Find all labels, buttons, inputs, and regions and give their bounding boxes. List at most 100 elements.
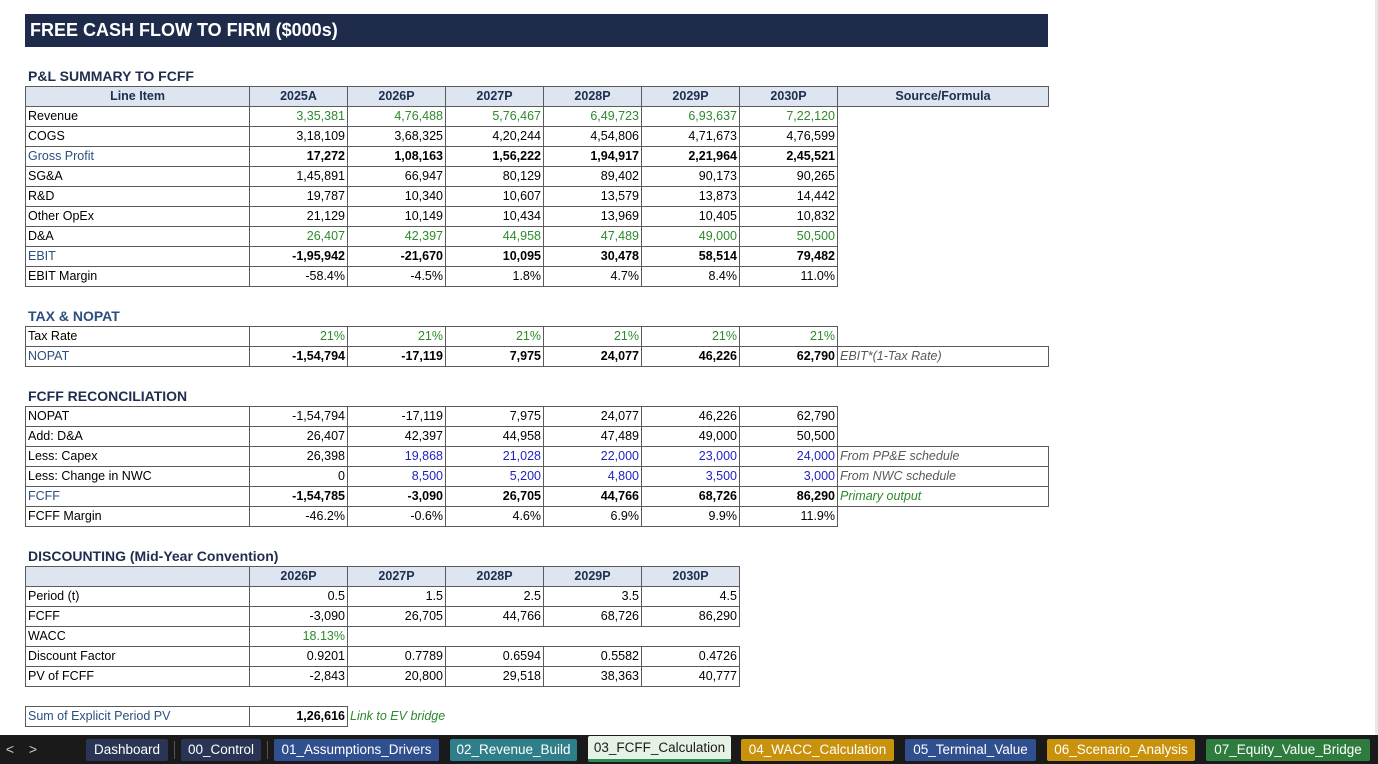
column-header[interactable]: 2030P (641, 566, 740, 587)
row-label[interactable]: Tax Rate (25, 326, 250, 347)
table-cell[interactable]: 89,402 (543, 166, 642, 187)
row-label[interactable]: EBIT (25, 246, 250, 267)
column-header[interactable]: 2027P (347, 566, 446, 587)
table-cell[interactable]: 2,45,521 (739, 146, 838, 167)
table-cell[interactable]: 0.5 (249, 586, 348, 607)
row-label[interactable]: FCFF (25, 486, 250, 507)
table-cell[interactable]: 40,777 (641, 666, 740, 687)
table-cell[interactable]: 4,76,488 (347, 106, 446, 127)
row-label[interactable]: Gross Profit (25, 146, 250, 167)
table-cell[interactable]: 90,173 (641, 166, 740, 187)
table-cell[interactable]: -3,090 (347, 486, 446, 507)
column-header[interactable]: 2026P (249, 566, 348, 587)
chevron-right-icon[interactable]: > (28, 741, 38, 757)
table-cell[interactable]: 38,363 (543, 666, 642, 687)
table-cell[interactable]: 30,478 (543, 246, 642, 267)
sheet-tab-fcff-calculation[interactable]: 03_FCFF_Calculation (588, 736, 731, 762)
table-cell[interactable]: 44,766 (445, 606, 544, 627)
row-label[interactable]: Revenue (25, 106, 250, 127)
table-cell[interactable]: -3,090 (249, 606, 348, 627)
column-header[interactable]: 2027P (445, 86, 544, 107)
table-cell[interactable]: 23,000 (641, 446, 740, 467)
row-label[interactable]: Other OpEx (25, 206, 250, 227)
table-cell[interactable]: 3,68,325 (347, 126, 446, 147)
column-header[interactable]: 2029P (641, 86, 740, 107)
sum-pv-value[interactable]: 1,26,616 (249, 706, 348, 727)
table-cell[interactable]: 10,434 (445, 206, 544, 227)
empty-cell[interactable] (838, 407, 1049, 427)
table-cell[interactable]: 6,49,723 (543, 106, 642, 127)
empty-cell[interactable] (838, 207, 1049, 227)
table-cell[interactable]: 19,787 (249, 186, 348, 207)
table-cell[interactable]: 1.8% (445, 266, 544, 287)
source-note[interactable]: From PP&E schedule (837, 446, 1049, 467)
table-cell[interactable]: -58.4% (249, 266, 348, 287)
table-cell[interactable]: 50,500 (739, 426, 838, 447)
table-cell[interactable]: 10,405 (641, 206, 740, 227)
table-cell[interactable]: -1,95,942 (249, 246, 348, 267)
row-label[interactable]: Less: Capex (25, 446, 250, 467)
table-cell[interactable]: 66,947 (347, 166, 446, 187)
table-cell[interactable]: 4,54,806 (543, 126, 642, 147)
sheet-tab-equity-value-bridge[interactable]: 07_Equity_Value_Bridge (1206, 739, 1370, 761)
table-cell[interactable]: 80,129 (445, 166, 544, 187)
table-cell[interactable]: 7,22,120 (739, 106, 838, 127)
empty-cell[interactable] (838, 227, 1049, 247)
row-label[interactable]: COGS (25, 126, 250, 147)
table-cell[interactable]: 22,000 (543, 446, 642, 467)
table-cell[interactable]: -21,670 (347, 246, 446, 267)
empty-cell[interactable] (838, 427, 1049, 447)
table-cell[interactable]: 1,08,163 (347, 146, 446, 167)
table-cell[interactable]: 6,93,637 (641, 106, 740, 127)
table-cell[interactable]: -0.6% (347, 506, 446, 527)
column-header[interactable]: 2025A (249, 86, 348, 107)
row-label[interactable]: FCFF Margin (25, 506, 250, 527)
chevron-left-icon[interactable]: < (5, 741, 15, 757)
column-header[interactable]: 2028P (543, 86, 642, 107)
table-cell[interactable]: 21,129 (249, 206, 348, 227)
table-cell[interactable]: 24,077 (543, 346, 642, 367)
table-cell[interactable]: 20,800 (347, 666, 446, 687)
table-cell[interactable]: 7,975 (445, 406, 544, 427)
table-cell[interactable]: -46.2% (249, 506, 348, 527)
empty-cell[interactable] (838, 267, 1049, 287)
column-header[interactable]: 2028P (445, 566, 544, 587)
row-label[interactable]: Period (t) (25, 586, 250, 607)
row-label[interactable]: Discount Factor (25, 646, 250, 667)
table-cell[interactable]: 26,705 (445, 486, 544, 507)
column-header[interactable]: 2026P (347, 86, 446, 107)
empty-cell[interactable] (838, 327, 1049, 347)
table-cell[interactable]: 21% (445, 326, 544, 347)
table-cell[interactable]: 29,518 (445, 666, 544, 687)
table-cell[interactable]: 24,000 (739, 446, 838, 467)
table-cell[interactable]: 0.5582 (543, 646, 642, 667)
formula-note[interactable]: EBIT*(1-Tax Rate) (837, 346, 1049, 367)
table-cell[interactable]: 26,398 (249, 446, 348, 467)
table-cell[interactable]: 17,272 (249, 146, 348, 167)
sheet-tab-terminal-value[interactable]: 05_Terminal_Value (905, 739, 1036, 761)
table-cell[interactable]: 6.9% (543, 506, 642, 527)
sheet-tab-dashboard[interactable]: Dashboard (86, 739, 168, 761)
table-cell[interactable]: 46,226 (641, 346, 740, 367)
row-label[interactable]: R&D (25, 186, 250, 207)
table-cell[interactable]: 9.9% (641, 506, 740, 527)
table-cell[interactable]: 86,290 (739, 486, 838, 507)
table-cell[interactable]: 0.7789 (347, 646, 446, 667)
table-cell[interactable]: 4,71,673 (641, 126, 740, 147)
sum-pv-label[interactable]: Sum of Explicit Period PV (25, 706, 250, 727)
table-cell[interactable]: 50,500 (739, 226, 838, 247)
row-label[interactable]: NOPAT (25, 346, 250, 367)
table-cell[interactable]: 42,397 (347, 226, 446, 247)
table-cell[interactable]: 4.5 (641, 586, 740, 607)
row-label[interactable]: D&A (25, 226, 250, 247)
table-cell[interactable]: 21,028 (445, 446, 544, 467)
sheet-tab-scenario-analysis[interactable]: 06_Scenario_Analysis (1047, 739, 1195, 761)
table-cell[interactable]: 44,958 (445, 426, 544, 447)
empty-cell[interactable] (838, 507, 1049, 527)
table-cell[interactable]: 26,705 (347, 606, 446, 627)
table-cell[interactable]: 2,21,964 (641, 146, 740, 167)
column-header[interactable]: Source/Formula (837, 86, 1049, 107)
source-note[interactable]: Primary output (837, 486, 1049, 507)
table-cell[interactable]: 4.7% (543, 266, 642, 287)
table-cell[interactable]: 4.6% (445, 506, 544, 527)
